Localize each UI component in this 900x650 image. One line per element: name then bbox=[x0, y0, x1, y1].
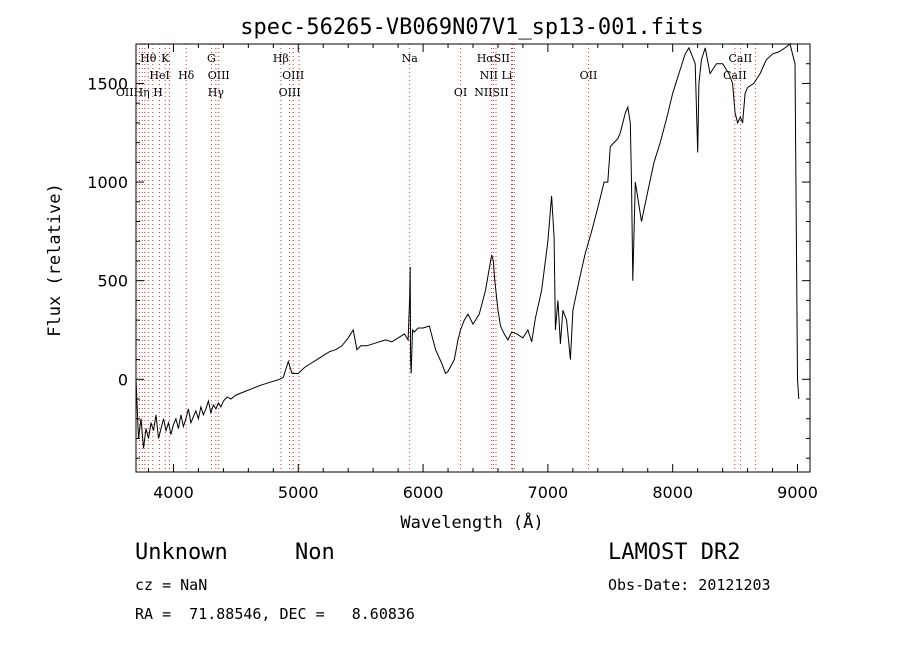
line-label: Hδ bbox=[178, 69, 195, 82]
line-label: HeI bbox=[149, 69, 169, 82]
spectrum-series-line bbox=[135, 43, 800, 449]
coordinates-label: RA = 71.88546, DEC = 8.60836 bbox=[135, 605, 415, 623]
subclass-label: Non bbox=[295, 540, 335, 565]
line-label: HαSII bbox=[477, 52, 510, 65]
line-label: G bbox=[207, 52, 216, 65]
line-label: OIII bbox=[279, 86, 301, 99]
spectral-line-markers bbox=[138, 44, 756, 472]
x-tick-label: 4000 bbox=[153, 483, 194, 502]
line-label: Hθ bbox=[140, 52, 157, 65]
x-axis-label: Wavelength (Å) bbox=[400, 511, 543, 533]
line-label: Hγ bbox=[208, 86, 225, 99]
y-tick-label: 500 bbox=[97, 272, 128, 291]
x-tick-label: 9000 bbox=[777, 483, 818, 502]
y-tick-label: 1000 bbox=[87, 173, 128, 192]
x-tick-label: 7000 bbox=[528, 483, 569, 502]
class-label: Unknown bbox=[135, 540, 228, 565]
line-label: K bbox=[161, 52, 170, 65]
line-label: OIIHη H bbox=[116, 86, 163, 99]
x-tick-label: 6000 bbox=[403, 483, 444, 502]
redshift-label: cz = NaN bbox=[135, 576, 208, 594]
x-tick-label: 5000 bbox=[278, 483, 319, 502]
plot-frame bbox=[135, 43, 811, 473]
x-axis-ticks: 4000 5000 6000 7000 8000 9000 bbox=[147, 44, 818, 502]
y-tick-label: 1500 bbox=[87, 74, 128, 93]
line-label: OII bbox=[580, 69, 598, 82]
survey-label: LAMOST DR2 bbox=[608, 540, 741, 565]
x-tick-label: 8000 bbox=[652, 483, 693, 502]
line-label: OIII bbox=[208, 69, 230, 82]
y-axis-ticks: 0 500 1000 1500 bbox=[87, 63, 810, 459]
y-tick-label: 0 bbox=[118, 370, 128, 389]
spectral-line-labels: Hθ K G Hβ Na HαSII CaII HeI Hδ OIII OIII NII Li OII C… bbox=[116, 52, 752, 99]
line-label: CaII bbox=[723, 69, 747, 82]
line-label: CaII bbox=[729, 52, 753, 65]
line-label: OI bbox=[454, 86, 467, 99]
line-label: Hβ bbox=[273, 52, 289, 65]
line-label: NII Li bbox=[480, 69, 513, 82]
obs-date-label: Obs-Date: 20121203 bbox=[608, 576, 771, 594]
line-label: OIII bbox=[282, 69, 304, 82]
line-label: NIISII bbox=[474, 86, 509, 99]
line-label: Na bbox=[402, 52, 419, 65]
chart-title: spec-56265-VB069N07V1_sp13-001.fits bbox=[240, 15, 704, 40]
y-axis-label: Flux (relative) bbox=[45, 183, 65, 337]
